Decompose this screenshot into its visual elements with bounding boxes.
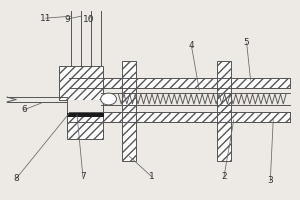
Text: 10: 10 [83,15,94,24]
Bar [69,112,290,122]
Text: 1: 1 [149,172,155,181]
Bar [67,100,103,112]
Text: 6: 6 [21,105,27,114]
Bar [59,66,103,100]
Bar [67,112,103,139]
Text: 9: 9 [64,15,70,24]
Bar [122,61,136,161]
Text: 7: 7 [80,172,86,181]
Text: 11: 11 [40,14,51,23]
Text: 8: 8 [13,174,19,183]
Text: 5: 5 [244,38,250,47]
Bar [217,61,231,161]
Text: 4: 4 [189,41,194,50]
Text: 3: 3 [267,176,273,185]
Bar [69,78,290,88]
Bar [67,111,103,116]
Text: 2: 2 [221,172,227,181]
Ellipse shape [101,93,116,105]
